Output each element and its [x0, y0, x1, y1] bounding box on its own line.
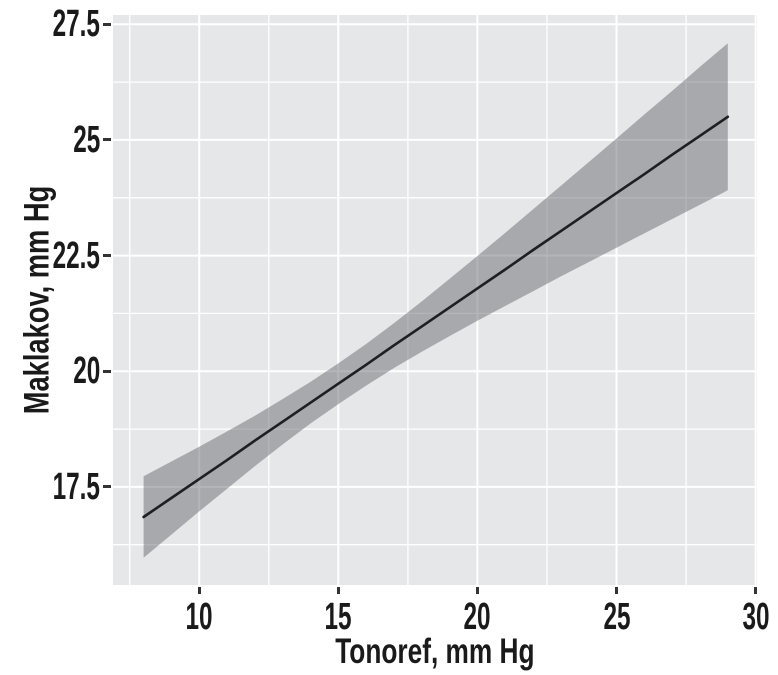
y-tick-mark — [103, 369, 111, 373]
y-tick-mark — [103, 254, 111, 258]
x-tick-mark — [615, 587, 618, 594]
x-axis-title-wrap: Tonoref, mm Hg — [113, 633, 757, 671]
x-tick-mark — [336, 587, 340, 594]
y-tick-label: 20 — [72, 350, 100, 393]
y-axis-title: Maklakov, mm Hg — [18, 185, 57, 415]
y-tick-mark — [103, 485, 111, 489]
x-tick-label: 10 — [185, 596, 213, 638]
y-tick-mark — [103, 138, 111, 142]
x-tick-label: 15 — [324, 596, 352, 638]
y-tick-mark — [103, 22, 111, 26]
confidence-band — [143, 43, 728, 558]
x-tick-mark — [475, 587, 479, 594]
y-tick-label: 17.5 — [52, 465, 100, 508]
y-tick-label: 22.5 — [52, 234, 100, 277]
x-tick-mark — [754, 587, 758, 594]
x-axis-title: Tonoref, mm Hg — [335, 632, 535, 671]
plot-panel — [113, 15, 757, 585]
fit-line — [142, 115, 730, 519]
x-tick-label: 20 — [463, 596, 491, 638]
y-tick-label: 27.5 — [52, 3, 100, 46]
x-tick-mark — [197, 587, 201, 594]
y-axis-title-wrap: Maklakov, mm Hg — [0, 15, 76, 585]
x-tick-label: 25 — [602, 596, 631, 638]
y-tick-label: 25 — [72, 118, 100, 161]
grid-svg — [113, 15, 757, 585]
x-tick-label: 30 — [742, 596, 770, 638]
